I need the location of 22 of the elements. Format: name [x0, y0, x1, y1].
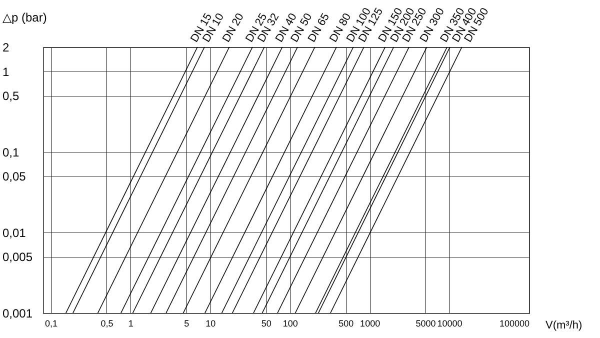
y-tick-label: 0,05 [2, 170, 26, 184]
y-tick-label: 0,1 [2, 145, 20, 160]
y-tick-label: 0,005 [2, 250, 33, 264]
x-tick-label: 5 [184, 318, 190, 328]
y-tick-label: 0,01 [2, 226, 26, 240]
x-axis-title: V(m³/h) [546, 320, 582, 332]
y-tick-label: 0,001 [2, 306, 33, 320]
x-tick-label: 500 [338, 318, 354, 328]
x-tick-label: 10 [206, 318, 216, 328]
x-tick-label: 1000 [360, 318, 380, 328]
x-tick-label: 50 [261, 318, 272, 328]
x-tick-label: 100 [282, 318, 298, 328]
x-tick-label: 1 [128, 318, 134, 328]
y-tick-label: 1 [2, 64, 10, 79]
x-tick-label: 5000 [416, 318, 436, 328]
x-tick-label: 0,5 [100, 318, 114, 328]
y-tick-label: 2 [2, 40, 10, 54]
x-tick-label: 10000 [437, 318, 462, 328]
y-axis-title: △p (bar) [2, 10, 47, 24]
x-tick-label: 100000 [499, 318, 530, 328]
x-tick-label: 0,1 [44, 318, 58, 328]
y-tick-label: 0,5 [2, 89, 20, 104]
